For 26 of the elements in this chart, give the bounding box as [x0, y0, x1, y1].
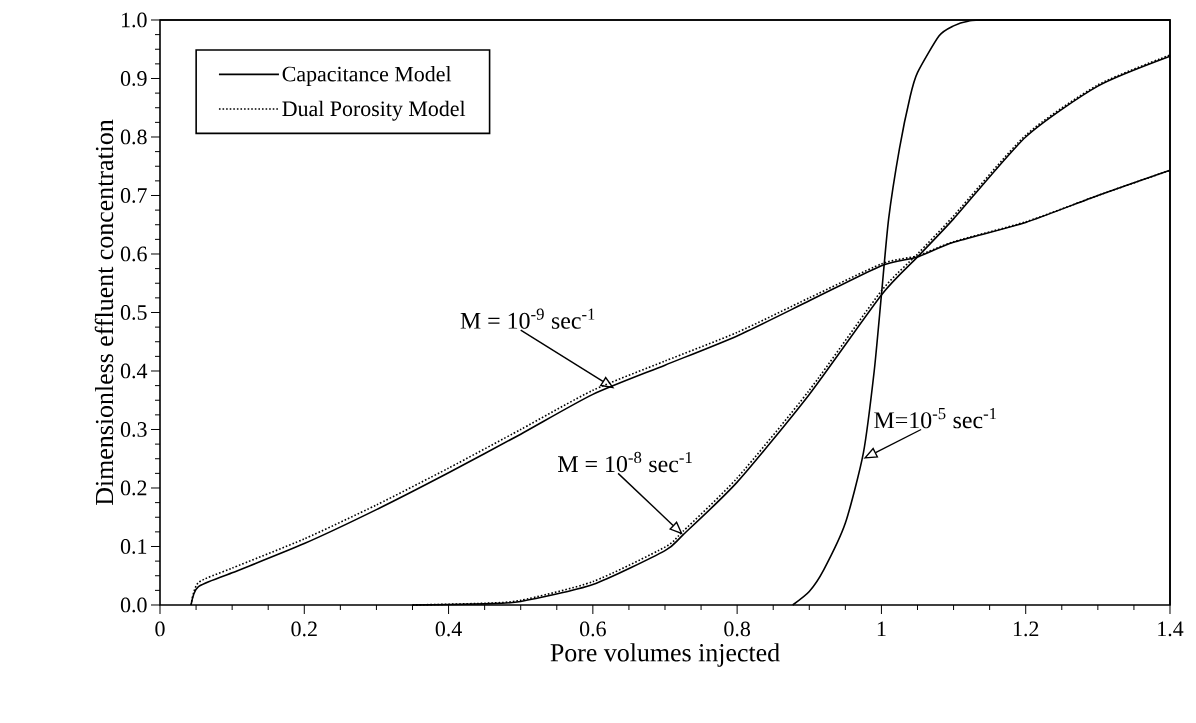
annotation: M = 10$^{-9}$ sec$^{-1}$: [460, 308, 595, 329]
y-tick-label: 0.3: [120, 422, 147, 437]
y-tick-label: 0.4: [120, 363, 148, 379]
x-tick-label: 0.2: [291, 621, 317, 637]
y-tick-label: 0.1: [120, 539, 147, 554]
y-tick-label: 0.8: [120, 129, 147, 145]
x-tick-label: 1: [877, 621, 886, 636]
x-tick-label: 0: [155, 621, 165, 637]
annotation: M=10$^{-5}$ sec$^{-1}$: [874, 408, 997, 429]
y-tick-label: 0.0: [120, 597, 147, 613]
y-tick-label: 1.0: [122, 12, 147, 28]
y-tick-label: 0.2: [120, 480, 147, 496]
x-tick-label: 0.6: [579, 621, 606, 637]
y-tick-label: 0.6: [120, 246, 147, 262]
legend-label: Capacitance Model: [282, 66, 452, 86]
x-tick-label: 1.2: [1013, 621, 1039, 637]
y-axis-title: Dimensionless effluent concentration: [94, 119, 114, 506]
y-tick-label: 0.9: [120, 71, 147, 86]
x-tick-label: 1.4: [1158, 621, 1184, 637]
y-tick-label: 0.5: [120, 305, 147, 320]
legend-label: Dual Porosity Model: [282, 100, 466, 121]
x-axis-title: Pore volumes injected: [550, 643, 780, 667]
x-tick-label: 0.8: [724, 621, 750, 637]
annotation: M = 10$^{-8}$ sec$^{-1}$: [558, 451, 692, 473]
y-tick-label: 0.7: [120, 188, 147, 203]
x-tick-label: 0.4: [435, 621, 462, 637]
